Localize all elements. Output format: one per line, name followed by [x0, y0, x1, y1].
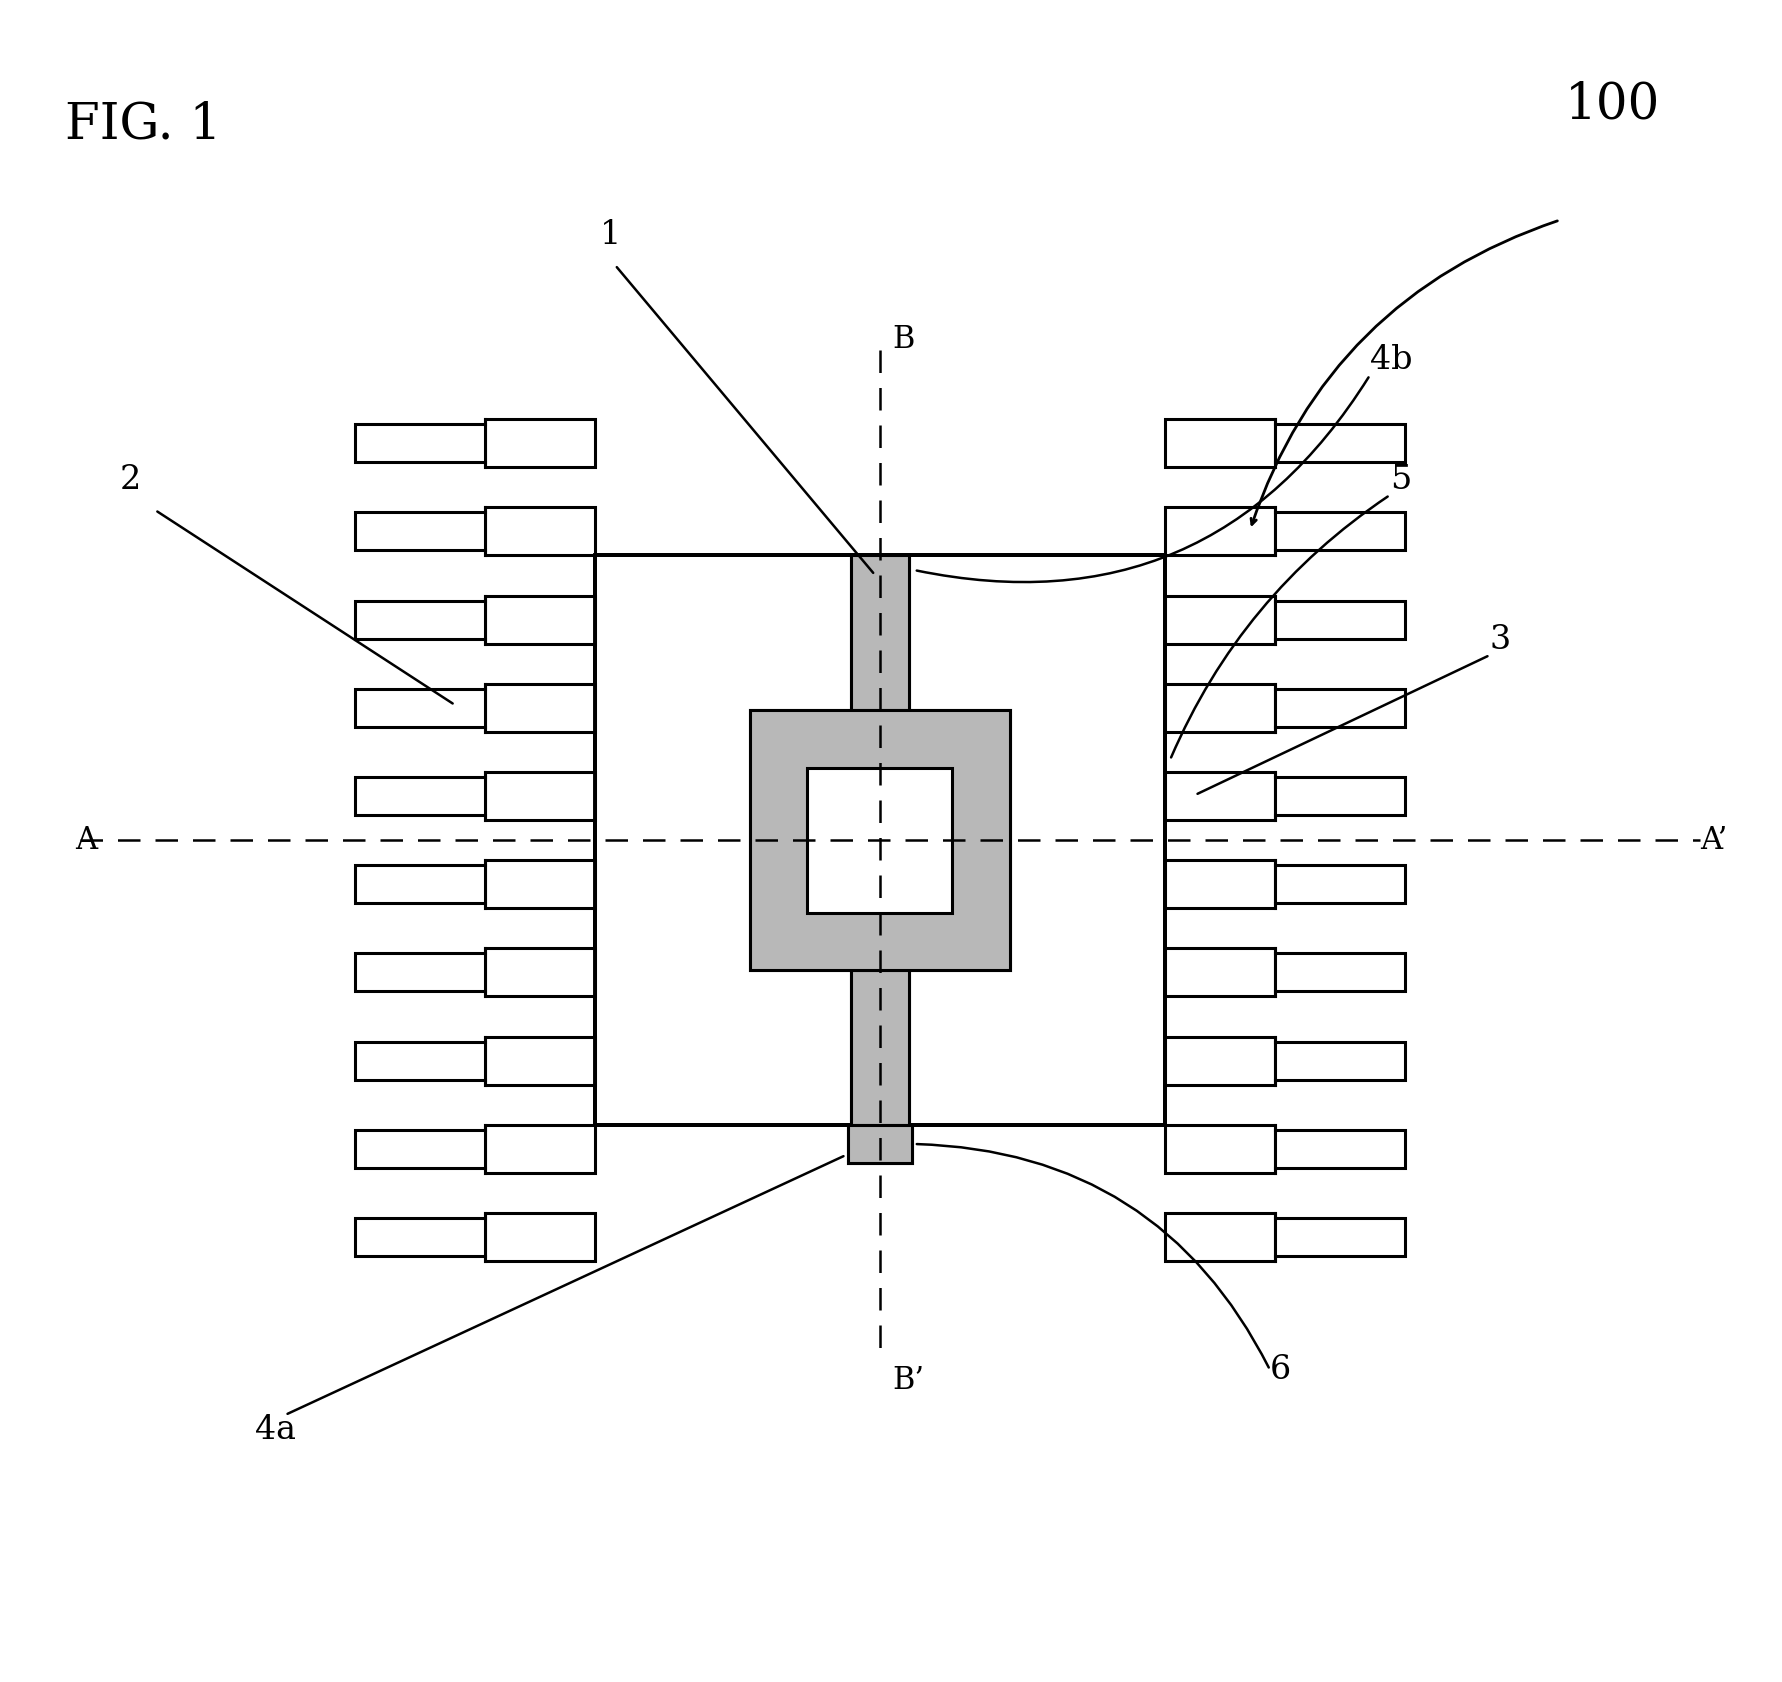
Text: 5: 5 — [1390, 464, 1411, 496]
Bar — [355, 954, 485, 991]
Bar — [595, 555, 1164, 1125]
Bar — [355, 688, 485, 727]
Bar — [595, 555, 1164, 1125]
Bar — [485, 508, 595, 555]
Text: 100: 100 — [1565, 81, 1659, 130]
Bar — [485, 1125, 595, 1172]
Bar — [1164, 1213, 1274, 1262]
Bar — [355, 513, 485, 550]
Text: B’: B’ — [891, 1366, 923, 1396]
Bar — [807, 767, 952, 913]
Bar — [1274, 865, 1404, 903]
Bar — [848, 1125, 911, 1162]
Text: 2: 2 — [119, 464, 141, 496]
Text: A’: A’ — [1698, 824, 1727, 856]
Bar — [485, 860, 595, 908]
Bar — [355, 1130, 485, 1167]
Bar — [750, 710, 1009, 971]
Bar — [355, 600, 485, 639]
Text: B: B — [891, 325, 914, 355]
Bar — [485, 1213, 595, 1262]
Bar — [355, 1041, 485, 1080]
Bar — [1274, 600, 1404, 639]
Bar — [1164, 860, 1274, 908]
Bar — [1164, 949, 1274, 996]
Bar — [355, 1218, 485, 1256]
Bar — [807, 767, 952, 913]
Bar — [750, 710, 1009, 971]
Bar — [1274, 513, 1404, 550]
Bar — [850, 555, 909, 710]
Bar — [485, 683, 595, 732]
Bar — [1164, 508, 1274, 555]
Bar — [485, 1036, 595, 1085]
Bar — [355, 777, 485, 814]
Bar — [1164, 1125, 1274, 1172]
Bar — [848, 1125, 911, 1162]
Text: FIG. 1: FIG. 1 — [64, 99, 221, 150]
Bar — [1164, 595, 1274, 644]
Bar — [1274, 1041, 1404, 1080]
Bar — [850, 971, 909, 1125]
Bar — [850, 555, 909, 710]
Text: A: A — [75, 824, 96, 856]
Bar — [850, 971, 909, 1125]
Bar — [1274, 1130, 1404, 1167]
Bar — [1164, 772, 1274, 819]
Text: 1: 1 — [601, 219, 620, 251]
Text: 4a: 4a — [255, 1415, 296, 1447]
Bar — [1164, 419, 1274, 468]
Bar — [1274, 424, 1404, 463]
Bar — [485, 772, 595, 819]
Bar — [1274, 1218, 1404, 1256]
Text: 3: 3 — [1490, 624, 1511, 656]
Bar — [485, 419, 595, 468]
Bar — [1274, 777, 1404, 814]
Text: 6: 6 — [1269, 1354, 1290, 1386]
Bar — [1274, 688, 1404, 727]
Bar — [485, 949, 595, 996]
Bar — [355, 424, 485, 463]
Bar — [1164, 683, 1274, 732]
Bar — [355, 865, 485, 903]
Bar — [485, 595, 595, 644]
Bar — [1164, 1036, 1274, 1085]
Text: 4b: 4b — [1369, 345, 1411, 377]
Bar — [1274, 954, 1404, 991]
